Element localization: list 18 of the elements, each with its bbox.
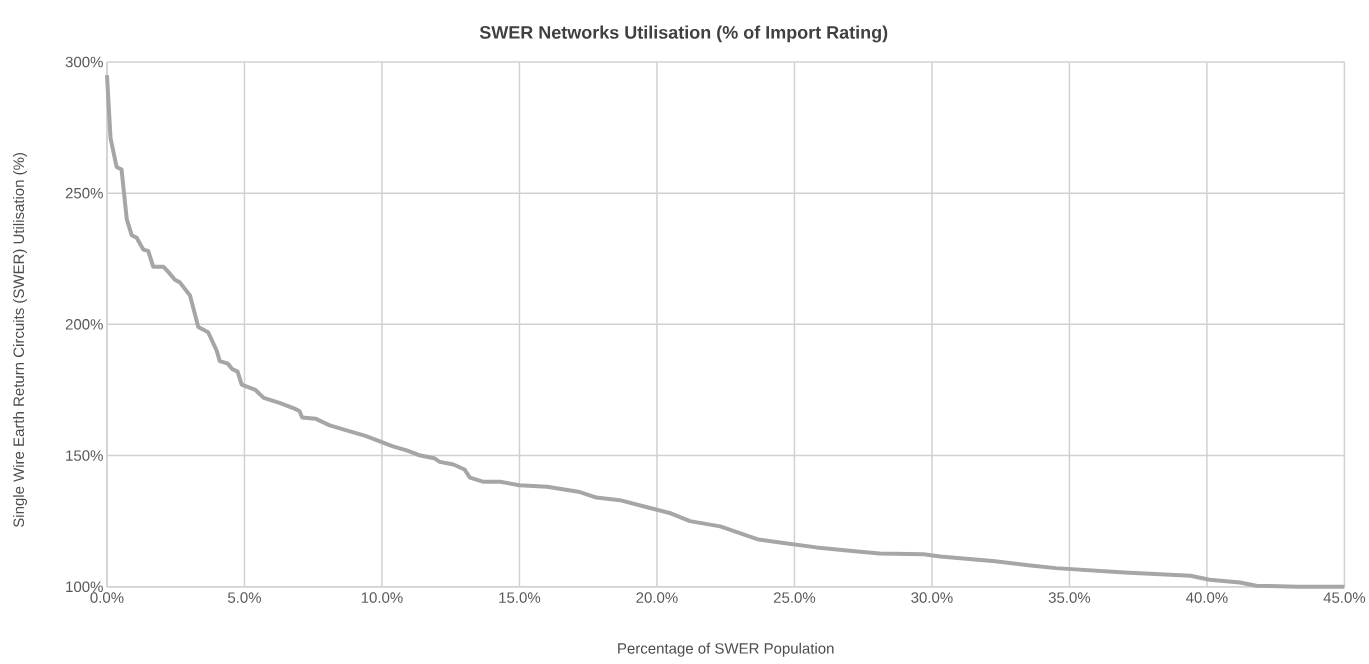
- y-tick-label: 100%: [66, 581, 103, 593]
- x-axis-title: Percentage of SWER Population: [618, 642, 834, 657]
- x-tick-label: 40.0%: [1186, 592, 1228, 604]
- x-tick-label: 30.0%: [911, 592, 953, 604]
- x-tick-label: 15.0%: [499, 592, 541, 604]
- x-tick-label: 0.0%: [90, 592, 124, 604]
- x-tick-label: 35.0%: [1048, 592, 1091, 604]
- x-tick-label: 5.0%: [227, 592, 262, 604]
- y-tick-label: 300%: [65, 56, 103, 68]
- chart-title: SWER Networks Utilisation (% of Import Rating): [479, 25, 888, 43]
- x-tick-label: 20.0%: [636, 592, 678, 604]
- y-tick-label: 200%: [65, 319, 103, 330]
- x-tick-label: 45.0%: [1323, 592, 1366, 604]
- x-tick-label: 10.0%: [361, 592, 403, 604]
- y-axis-title: Single Wire Earth Return Circuits (SWER) Utilisation (%): [13, 153, 27, 528]
- x-tick-label: 25.0%: [773, 592, 816, 604]
- y-tick-label: 250%: [65, 187, 103, 199]
- y-tick-label: 150%: [66, 450, 103, 461]
